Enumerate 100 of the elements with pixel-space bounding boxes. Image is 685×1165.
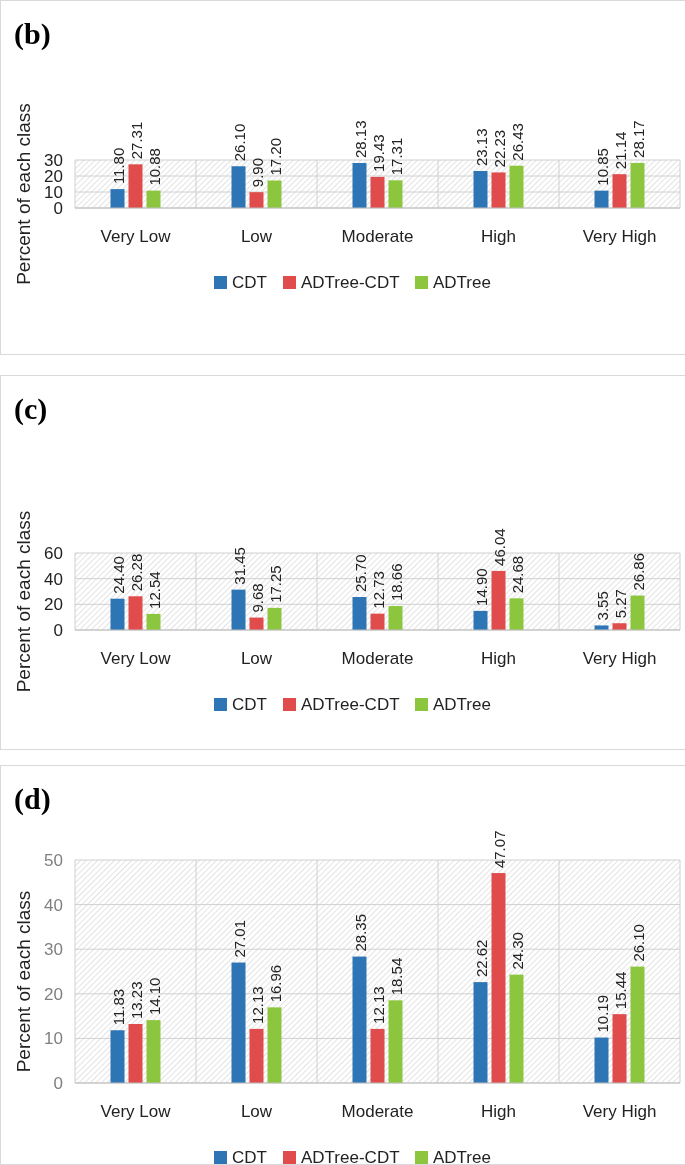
data-label: 9.68 [248, 583, 266, 613]
data-label: 26.10 [230, 123, 248, 162]
x-tick-label: Low [240, 227, 273, 246]
bar [491, 172, 506, 208]
bar [388, 180, 403, 208]
bar [612, 174, 627, 208]
x-tick-label: High [481, 227, 516, 246]
x-tick-label: Very Low [100, 1102, 172, 1121]
bar [630, 162, 645, 208]
bar [231, 962, 246, 1083]
data-label: 16.96 [266, 964, 284, 1003]
chart-title: (d) [14, 782, 51, 816]
x-tick-label: Moderate [341, 649, 414, 668]
bar [594, 1037, 609, 1083]
bar [473, 610, 488, 630]
data-label: 26.28 [127, 553, 145, 592]
legend-label: ADTree [433, 1148, 491, 1165]
data-label: 28.35 [351, 914, 369, 952]
legend-label: ADTree-CDT [301, 695, 400, 714]
bar [473, 170, 488, 208]
bar [509, 598, 524, 630]
data-label: 22.62 [472, 939, 490, 978]
data-label: 22.23 [490, 129, 508, 168]
data-label: 14.10 [145, 977, 163, 1016]
data-label: 46.04 [490, 528, 508, 566]
bar [352, 597, 367, 630]
x-tick-label: Moderate [341, 1102, 414, 1121]
y-tick-label: 40 [44, 569, 63, 589]
bar [388, 1000, 403, 1083]
x-tick-label: Low [240, 649, 273, 668]
y-tick-label: 20 [44, 984, 63, 1004]
x-tick-label: High [481, 649, 516, 668]
bar [509, 165, 524, 208]
data-label: 3.55 [593, 591, 611, 621]
y-tick-label: 40 [44, 895, 63, 915]
legend-label: ADTree-CDT [301, 1148, 400, 1165]
data-label: 24.40 [109, 556, 127, 594]
x-tick-label: Very High [582, 1102, 657, 1121]
legend-label: CDT [232, 1148, 267, 1165]
bar [267, 1007, 282, 1083]
bar [267, 180, 282, 208]
data-label: 25.70 [351, 554, 369, 593]
chart-title: (c) [14, 392, 48, 426]
data-label: 12.73 [369, 571, 387, 609]
data-label: 17.20 [266, 137, 284, 176]
data-label: 28.13 [351, 120, 369, 158]
bar [110, 1030, 125, 1083]
data-label: 11.83 [109, 988, 127, 1026]
bar [128, 164, 143, 208]
bar [267, 607, 282, 630]
data-label: 17.25 [266, 565, 284, 603]
bar [249, 192, 264, 208]
y-axis-title: Percent of each class [13, 103, 34, 285]
data-label: 26.86 [629, 552, 647, 591]
data-label: 10.19 [593, 995, 611, 1033]
bar [128, 596, 143, 630]
data-label: 28.17 [629, 120, 647, 158]
data-label: 13.23 [127, 981, 145, 1019]
bar [388, 606, 403, 630]
bar [473, 982, 488, 1083]
y-tick-label: 60 [44, 543, 63, 563]
data-label: 12.54 [145, 571, 163, 609]
bar [352, 162, 367, 208]
data-label: 12.13 [248, 986, 266, 1024]
bar [491, 873, 506, 1083]
data-label: 31.45 [230, 547, 248, 585]
data-label: 14.90 [472, 568, 490, 606]
bar [146, 1020, 161, 1083]
bar [110, 598, 125, 630]
bar [370, 1028, 385, 1083]
bar [370, 176, 385, 208]
legend-label: CDT [232, 695, 267, 714]
legend-label: CDT [232, 273, 267, 292]
bar [231, 166, 246, 208]
x-tick-label: Very Low [100, 649, 172, 668]
legend-label: ADTree [433, 695, 491, 714]
data-label: 18.54 [387, 957, 405, 996]
y-tick-label: 30 [44, 940, 63, 960]
bar [509, 974, 524, 1083]
bar [110, 189, 125, 208]
chart-title: (b) [14, 17, 51, 51]
data-label: 15.44 [611, 971, 629, 1010]
x-tick-label: Very High [582, 649, 657, 668]
legend-label: ADTree [433, 273, 491, 292]
data-label: 12.13 [369, 986, 387, 1024]
data-label: 17.31 [387, 137, 405, 176]
data-label: 26.10 [629, 924, 647, 962]
x-tick-label: Very Low [100, 227, 172, 246]
bar [370, 613, 385, 630]
y-axis-title: Percent of each class [13, 510, 34, 693]
y-tick-label: 10 [44, 1029, 63, 1049]
data-label: 9.90 [248, 157, 266, 188]
bar [128, 1023, 143, 1083]
y-tick-label: 0 [53, 620, 63, 640]
data-label: 5.27 [611, 589, 629, 619]
y-tick-label: 20 [44, 595, 63, 615]
y-tick-label: 0 [53, 1073, 63, 1093]
y-axis-title: Percent of each class [13, 890, 34, 1073]
data-label: 24.30 [508, 932, 526, 970]
x-tick-label: Very High [582, 227, 657, 246]
